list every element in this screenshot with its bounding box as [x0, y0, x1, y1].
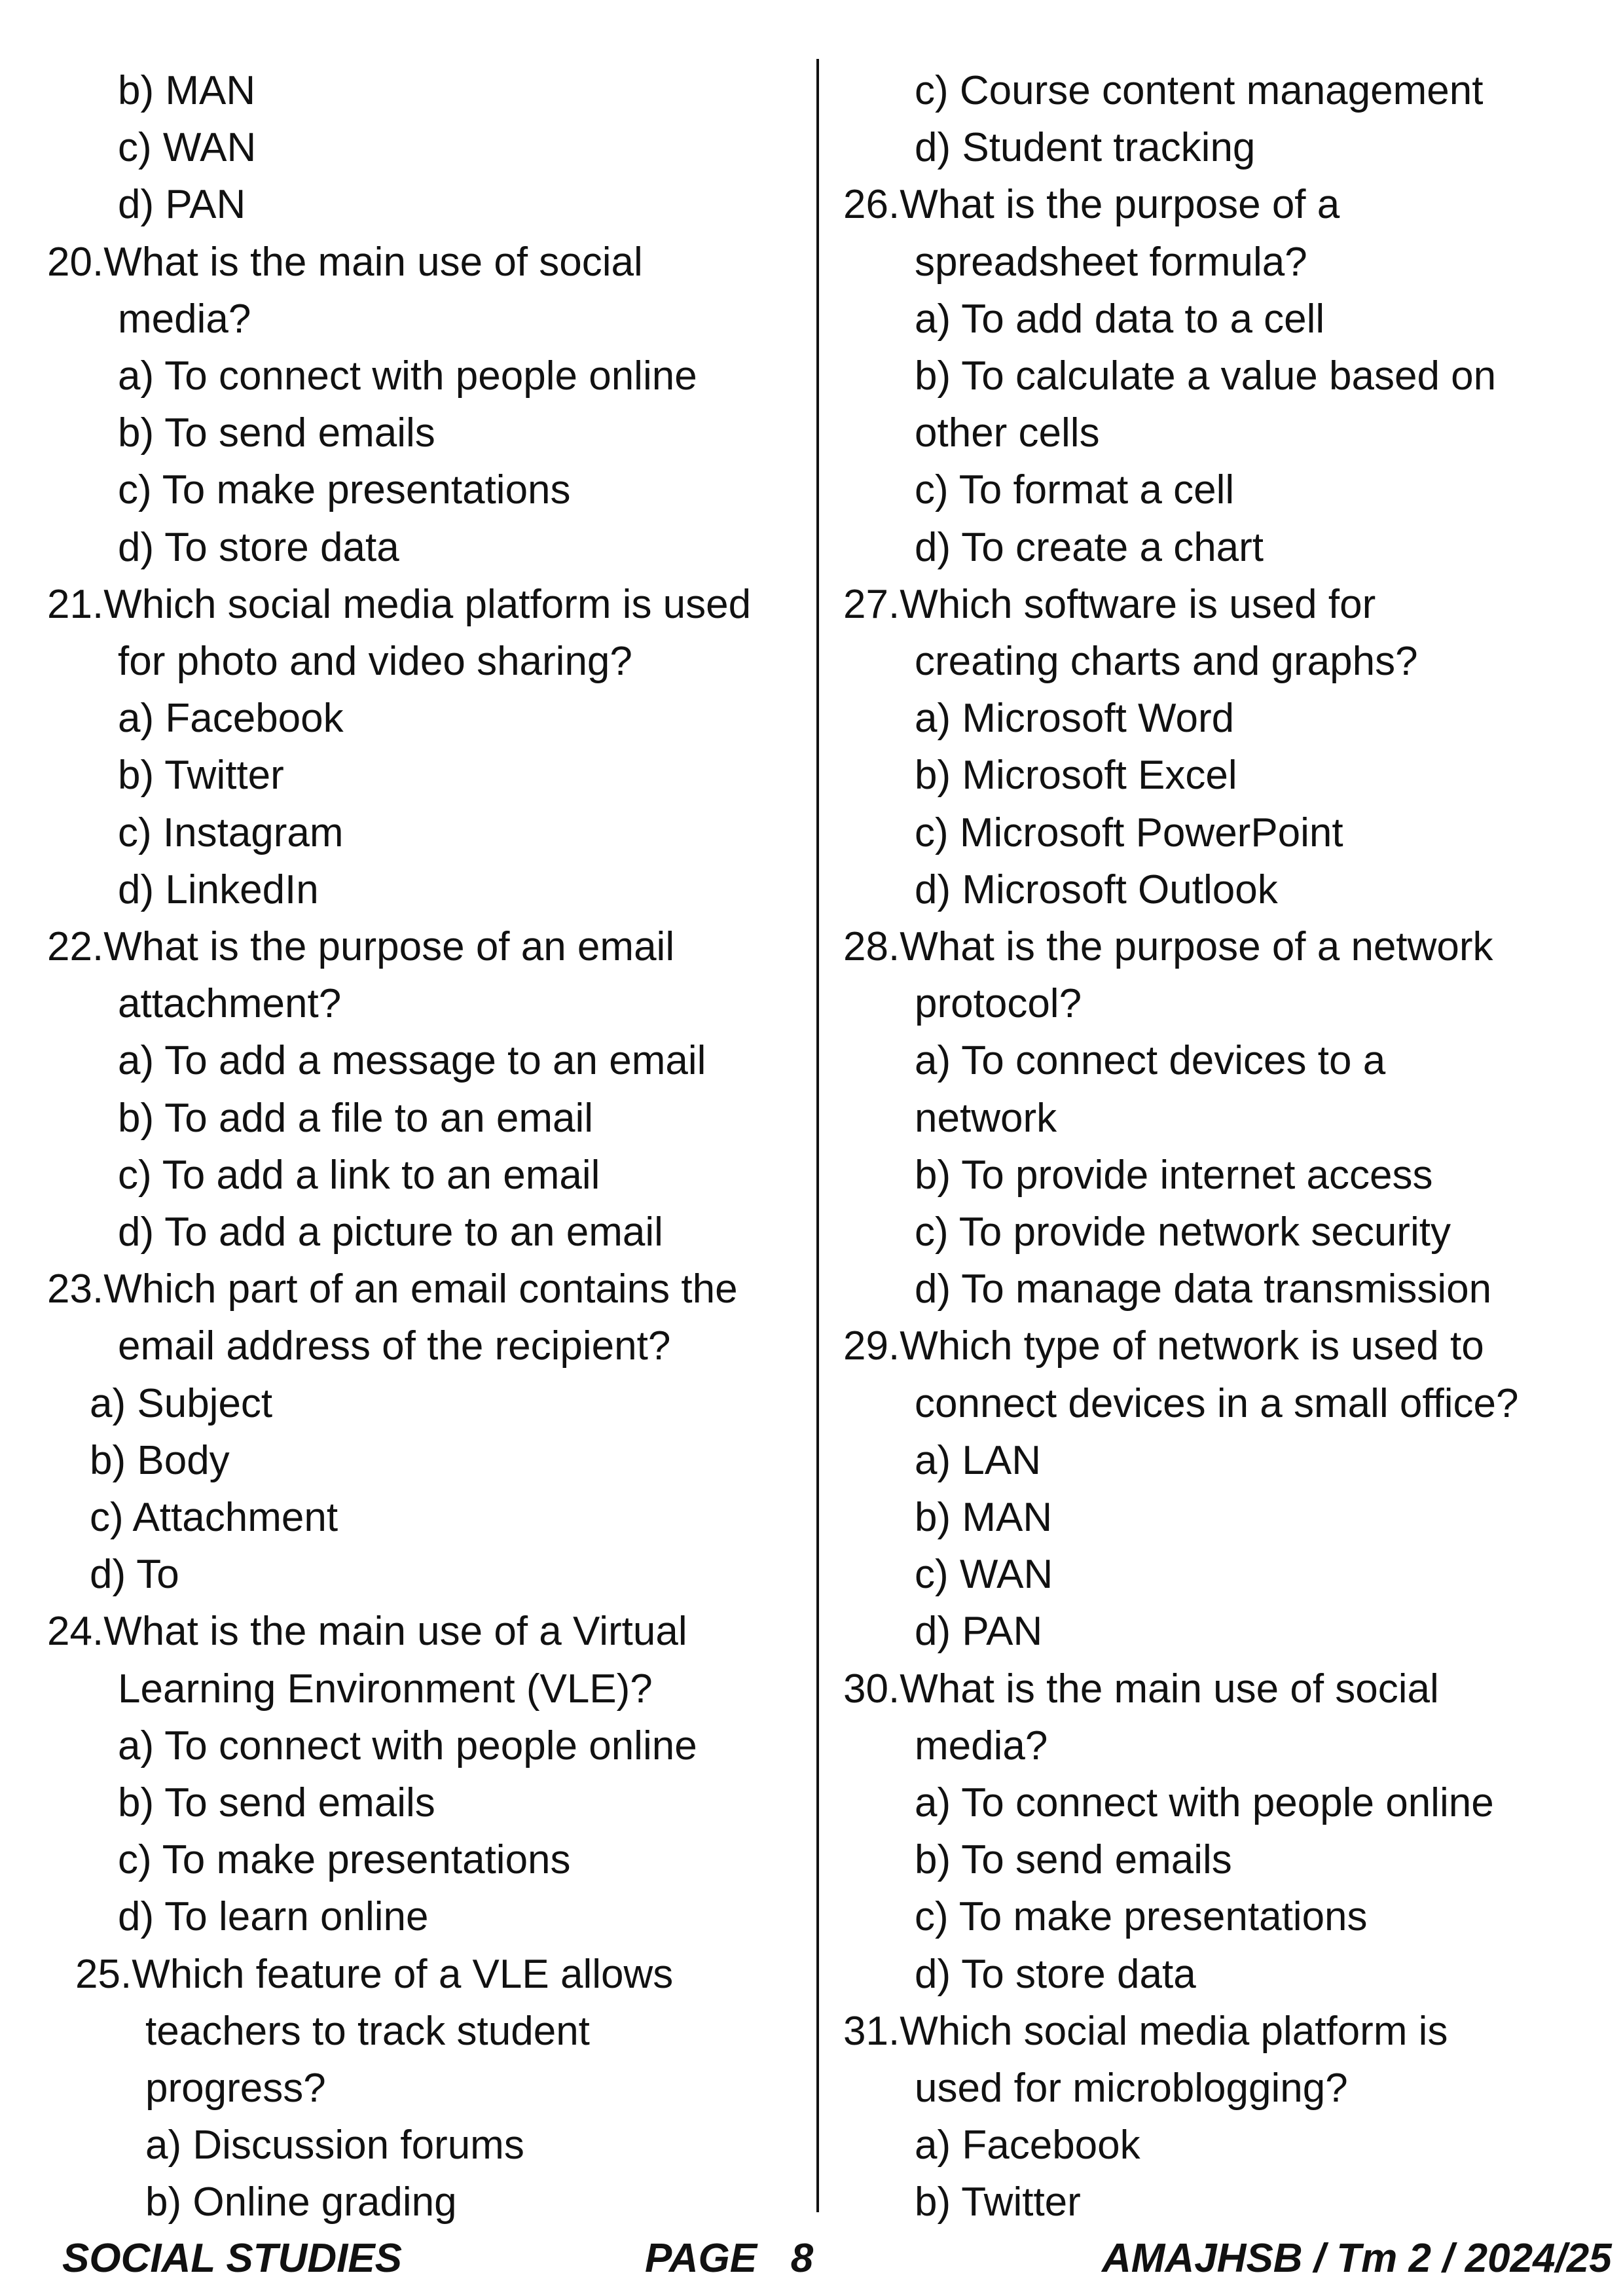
option-line: d) Student tracking [915, 125, 1256, 171]
option-line: c) To format a cell [915, 467, 1235, 513]
question-line: 20.What is the main use of social [47, 239, 643, 285]
question-line: 22.What is the purpose of an email [47, 924, 675, 969]
option-line: b) MAN [915, 1495, 1053, 1540]
option-line: c) Instagram [118, 810, 344, 855]
footer-page-number: PAGE 8 [645, 2236, 814, 2281]
option-line: for photo and video sharing? [118, 639, 632, 684]
option-line: d) To [90, 1552, 179, 1598]
option-line: a) To connect devices to a [915, 1038, 1386, 1084]
option-line: d) Microsoft Outlook [915, 867, 1278, 912]
option-line: a) Microsoft Word [915, 696, 1235, 742]
option-line: c) Attachment [90, 1495, 338, 1540]
question-line: 31.Which social media platform is [843, 2008, 1448, 2054]
option-line: b) Online grading [145, 2179, 457, 2225]
option-line: d) To learn online [118, 1894, 429, 1940]
option-line: a) Subject [90, 1380, 273, 1426]
option-line: d) To add a picture to an email [118, 1210, 663, 1255]
option-line: a) LAN [915, 1437, 1041, 1483]
option-line: connect devices in a small office? [915, 1380, 1519, 1426]
option-line: c) WAN [915, 1552, 1053, 1598]
option-line: b) MAN [118, 68, 256, 113]
option-line: network [915, 1095, 1057, 1141]
option-line: a) To connect with people online [118, 353, 697, 399]
question-line: 28.What is the purpose of a network [843, 924, 1493, 969]
option-line: a) To connect with people online [118, 1723, 697, 1768]
option-line: b) To send emails [118, 410, 435, 456]
option-line: spreadsheet formula? [915, 239, 1307, 285]
option-line: other cells [915, 410, 1100, 456]
question-line: 26.What is the purpose of a [843, 182, 1340, 228]
option-line: b) Body [90, 1437, 230, 1483]
option-line: b) To add a file to an email [118, 1095, 594, 1141]
option-line: progress? [145, 2066, 326, 2111]
option-line: email address of the recipient? [118, 1323, 671, 1369]
option-line: d) To manage data transmission [915, 1266, 1492, 1312]
option-line: c) To make presentations [118, 467, 571, 513]
option-line: d) To store data [915, 1951, 1196, 1997]
option-line: d) PAN [915, 1609, 1043, 1655]
option-line: a) To add data to a cell [915, 296, 1325, 342]
option-line: c) Course content management [915, 68, 1484, 113]
question-line: 25.Which feature of a VLE allows [75, 1951, 674, 1997]
option-line: attachment? [118, 981, 342, 1027]
option-line: c) To make presentations [915, 1894, 1368, 1940]
column-divider [816, 59, 819, 2212]
option-line: b) To send emails [118, 1780, 435, 1825]
option-line: b) Twitter [118, 753, 284, 798]
option-line: a) To add a message to an email [118, 1038, 706, 1084]
option-line: teachers to track student [145, 2008, 590, 2054]
option-line: a) Facebook [915, 2123, 1140, 2168]
option-line: b) To send emails [915, 1837, 1232, 1883]
option-line: d) To create a chart [915, 524, 1264, 570]
option-line: d) PAN [118, 182, 246, 228]
option-line: creating charts and graphs? [915, 639, 1418, 684]
footer-exam-code: AMAJHSB / Tm 2 / 2024/25 [1102, 2236, 1612, 2281]
option-line: d) To store data [118, 524, 399, 570]
option-line: media? [915, 1723, 1048, 1768]
option-line: b) Microsoft Excel [915, 753, 1237, 798]
option-line: used for microblogging? [915, 2066, 1348, 2111]
option-line: Learning Environment (VLE)? [118, 1666, 653, 1712]
question-line: 27.Which software is used for [843, 581, 1376, 627]
question-line: 23.Which part of an email contains the [47, 1266, 738, 1312]
option-line: b) To provide internet access [915, 1152, 1433, 1198]
option-line: c) To provide network security [915, 1210, 1451, 1255]
option-line: a) To connect with people online [915, 1780, 1494, 1825]
question-line: 29.Which type of network is used to [843, 1323, 1484, 1369]
option-line: b) To calculate a value based on [915, 353, 1497, 399]
option-line: a) Facebook [118, 696, 344, 742]
option-line: d) LinkedIn [118, 867, 319, 912]
question-line: 30.What is the main use of social [843, 1666, 1439, 1712]
question-line: 21.Which social media platform is used [47, 581, 752, 627]
option-line: c) To add a link to an email [118, 1152, 600, 1198]
option-line: b) Twitter [915, 2179, 1081, 2225]
option-line: c) To make presentations [118, 1837, 571, 1883]
option-line: c) WAN [118, 125, 257, 171]
option-line: a) Discussion forums [145, 2123, 524, 2168]
option-line: c) Microsoft PowerPoint [915, 810, 1343, 855]
footer-subject: SOCIAL STUDIES [62, 2236, 403, 2281]
question-line: 24.What is the main use of a Virtual [47, 1609, 687, 1655]
option-line: media? [118, 296, 251, 342]
option-line: protocol? [915, 981, 1082, 1027]
